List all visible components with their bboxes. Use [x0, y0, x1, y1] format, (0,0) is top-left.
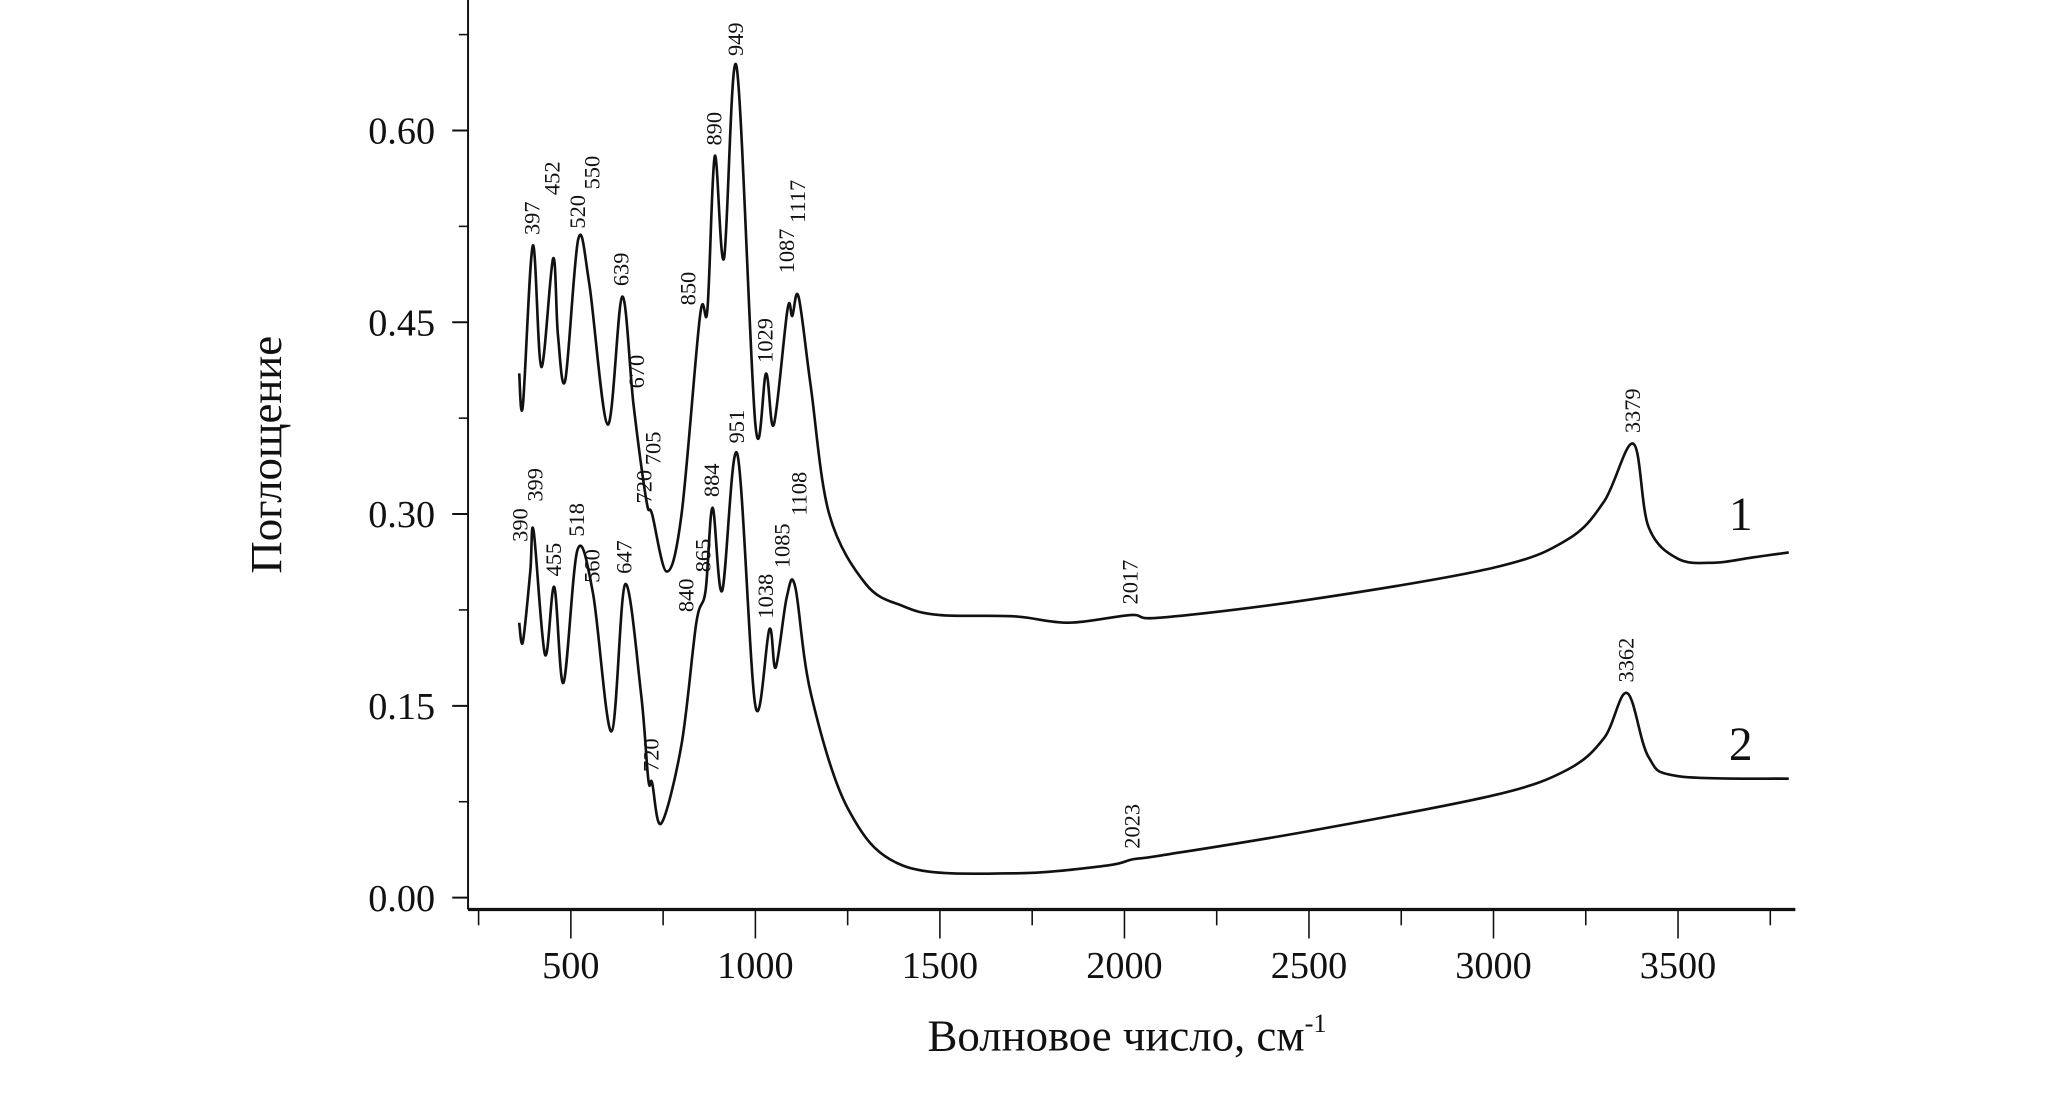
peak-label: 705: [640, 432, 665, 466]
peak-label: 890: [701, 112, 726, 146]
peak-label: 1038: [753, 574, 778, 619]
x-tick-label: 2500: [1271, 945, 1347, 987]
y-axis-title: Поглощение: [241, 336, 291, 574]
series-2-label: 2: [1729, 719, 1753, 771]
series-2-line: [517, 450, 1789, 876]
peak-label: 2017: [1117, 560, 1142, 605]
x-tick-label: 3000: [1455, 945, 1531, 987]
x-tick-label: 3500: [1640, 945, 1716, 987]
series-1-line: [517, 62, 1789, 625]
peak-label: 647: [612, 540, 637, 574]
peak-label: 720: [639, 738, 664, 772]
peak-label: 884: [699, 464, 724, 498]
y-tick-label: 0.30: [368, 494, 435, 536]
peak-label: 1029: [753, 318, 778, 363]
peak-label: 520: [565, 195, 590, 229]
peak-label: 1085: [770, 523, 795, 568]
y-tick-label: 0.15: [368, 686, 435, 728]
peak-label: 720: [631, 470, 656, 504]
peak-label: 397: [519, 201, 544, 235]
x-axis-title: Волновое число, см-1: [928, 1009, 1327, 1060]
y-tick-label: 0.00: [368, 878, 435, 920]
peak-label: 949: [723, 22, 748, 56]
peak-label: 840: [674, 579, 699, 613]
x-tick-label: 500: [542, 945, 599, 987]
peak-label: 951: [724, 410, 749, 444]
axes: 0.00 0.15 0.30 0.45 0.60 500 1000 1500 2000 2500 3…: [368, 0, 1796, 987]
peak-label: 3362: [1614, 638, 1639, 683]
peak-label: 639: [609, 253, 634, 287]
peak-label: 1108: [786, 472, 811, 516]
x-tick-label: 2000: [1086, 945, 1162, 987]
peak-label: 1117: [785, 180, 810, 223]
peak-label: 850: [676, 272, 701, 306]
peak-label: 390: [508, 508, 533, 542]
peak-label: 455: [541, 543, 566, 577]
x-axis-title-superscript: -1: [1305, 1009, 1327, 1038]
peak-label: 560: [580, 549, 605, 583]
x-tick-label: 1000: [717, 945, 793, 987]
peak-label: 550: [580, 156, 605, 190]
peak-label: 452: [540, 161, 565, 195]
x-tick-label: 1500: [902, 945, 978, 987]
peak-label: 865: [690, 539, 715, 573]
peak-label: 2023: [1120, 804, 1145, 849]
y-tick-label: 0.60: [368, 111, 435, 153]
peak-label: 3379: [1620, 388, 1645, 433]
curves: [517, 62, 1789, 876]
peak-label: 1087: [774, 229, 799, 274]
series-1-label: 1: [1729, 489, 1753, 541]
y-tick-label: 0.45: [368, 302, 435, 344]
peak-label: 518: [564, 503, 589, 537]
x-axis-title-text: Волновое число, см: [928, 1011, 1305, 1061]
peak-label: 399: [522, 468, 547, 502]
peak-label: 670: [624, 355, 649, 389]
